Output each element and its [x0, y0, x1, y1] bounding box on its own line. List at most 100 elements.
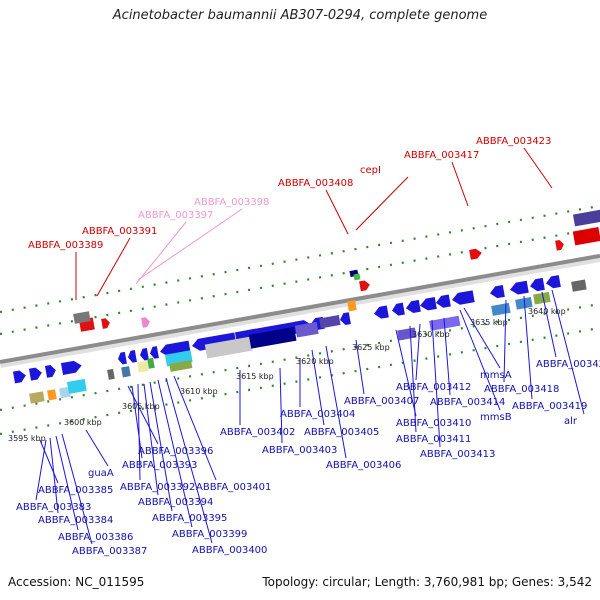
- lower-gene-label: ABBFA_003411: [396, 434, 471, 445]
- reverse-gene-6: [572, 227, 600, 246]
- forward-gene-6: [140, 347, 149, 361]
- forward-gene-24: [546, 275, 561, 289]
- lower-gene-label: alr: [564, 416, 578, 427]
- upper-gene-label: ABBFA_003408: [278, 178, 353, 189]
- feature-block-1: [47, 389, 57, 401]
- backbone-line: [0, 253, 600, 364]
- forward-gene-7: [150, 346, 159, 359]
- upper-gene-label: ABBFA_003417: [404, 150, 479, 161]
- feature-block-19: [533, 291, 551, 305]
- upper-leader-2: [135, 221, 187, 285]
- forward-gene-16: [392, 302, 405, 316]
- forward-gene-5: [128, 350, 137, 363]
- scale-label: 3640 kbp: [528, 307, 566, 316]
- upper-leader-4: [325, 189, 349, 235]
- lower-gene-label: ABBFA_003384: [38, 515, 113, 526]
- feature-block-4: [107, 368, 115, 380]
- forward-gene-0: [12, 370, 26, 384]
- upper-leader-6: [451, 161, 469, 207]
- forward-gene-2: [44, 364, 56, 378]
- lower-gene-label: ABBFA_003399: [172, 529, 247, 540]
- lower-leader-28: [523, 295, 533, 400]
- lower-gene-label: ABBFA_003386: [58, 532, 133, 543]
- upper-gene-label: ABBFA_003398: [194, 197, 269, 208]
- top-block-0: [73, 311, 91, 324]
- lower-leader-30: [551, 289, 585, 415]
- reverse-gene-1: [101, 318, 110, 329]
- lower-leader-15: [279, 367, 283, 444]
- feature-block-20: [571, 279, 587, 292]
- upper-gene-label: ABBFA_003423: [476, 136, 551, 147]
- lower-leader-9: [143, 383, 159, 496]
- lower-leader-4: [55, 435, 79, 531]
- lower-leader-13: [173, 375, 217, 481]
- forward-gene-17: [406, 299, 421, 314]
- gene-features: [12, 209, 600, 404]
- scale-label: 3630 kbp: [412, 330, 450, 339]
- reverse-gene-2: [141, 317, 150, 328]
- lower-leader-17: [311, 349, 325, 426]
- feature-block-15: [397, 327, 417, 341]
- accession-text: Accession: NC_011595: [8, 575, 145, 589]
- forward-gene-15: [374, 305, 389, 319]
- lower-gene-label: ABBFA_003387: [72, 546, 147, 557]
- lower-leader-24: [443, 317, 451, 396]
- forward-gene-4: [118, 351, 127, 365]
- upper-gene-label: cepI: [360, 165, 381, 176]
- lower-leader-26: [463, 307, 501, 369]
- forward-gene-19: [436, 294, 451, 308]
- lower-leader-22: [415, 323, 421, 381]
- lower-gene-label: ABBFA_003407: [344, 396, 419, 407]
- lower-gene-label: ABBFA_003393: [122, 460, 197, 471]
- lower-gene-label: ABBFA_003401: [196, 482, 271, 493]
- lower-gene-label: ABBFA_003395: [152, 513, 227, 524]
- lower-leader-23: [431, 319, 441, 448]
- lower-gene-label: ABBFA_003410: [396, 418, 471, 429]
- feature-block-9: [169, 360, 193, 372]
- lower-gene-label: ABBFA_003385: [38, 485, 113, 496]
- scale-label: 3595 kbp: [8, 434, 46, 443]
- feature-block-13: [319, 314, 341, 329]
- lower-gene-label: ABBFA_003419: [512, 401, 587, 412]
- feature-block-2: [59, 386, 71, 399]
- lower-leader-5: [61, 433, 93, 545]
- genome-backbone: [0, 253, 600, 368]
- lower-leader-27: [503, 299, 507, 383]
- lower-leader-6: [127, 385, 159, 445]
- scale-label: 3610 kbp: [180, 387, 218, 396]
- lower-gene-label: ABBFA_003383: [16, 502, 91, 513]
- lower-gene-label: ABBFA_003400: [192, 545, 267, 556]
- label-leader-lines: [35, 147, 585, 545]
- lower-gene-label: guaA: [88, 468, 114, 479]
- forward-gene-22: [510, 280, 529, 295]
- lower-leader-18: [325, 345, 347, 459]
- lower-leader-11: [157, 379, 193, 528]
- forward-gene-18: [420, 297, 437, 311]
- scale-label: 3615 kbp: [236, 372, 274, 381]
- feature-block-14: [347, 300, 357, 312]
- upper-gene-label: ABBFA_003391: [82, 226, 157, 237]
- lower-leader-7: [131, 385, 143, 459]
- feature-block-0: [29, 391, 45, 404]
- scale-label: 3605 kbp: [122, 402, 160, 411]
- upper-leader-5: [355, 176, 409, 231]
- gene-labels: ABBFA_003389 ABBFA_003391 ABBFA_003397 ABBF…: [16, 136, 600, 557]
- lower-gene-label: ABBFA_003406: [326, 460, 401, 471]
- lower-leader-29: [541, 291, 557, 358]
- lower-gene-label: ABBFA_003403: [262, 445, 337, 456]
- upper-gene-label: ABBFA_003389: [28, 240, 103, 251]
- feature-block-6: [137, 360, 149, 373]
- feature-block-12: [294, 321, 319, 338]
- topology-text: Topology: circular; Length: 3,760,981 bp…: [262, 575, 592, 589]
- lower-leader-1: [85, 429, 109, 467]
- lower-leader-2: [35, 439, 47, 501]
- forward-gene-14: [340, 312, 351, 325]
- upper-leader-3: [137, 208, 243, 281]
- scale-label: 3625 kbp: [352, 343, 390, 352]
- feature-block-7: [147, 357, 155, 369]
- top-block-3: [572, 209, 600, 227]
- lower-leader-25: [459, 309, 501, 411]
- forward-gene-23: [530, 277, 545, 292]
